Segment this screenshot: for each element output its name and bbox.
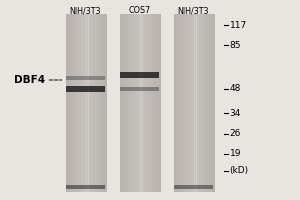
Bar <box>180 14 182 192</box>
Bar <box>194 14 196 192</box>
Text: 85: 85 <box>230 40 241 49</box>
Bar <box>66 14 68 192</box>
Text: (kD): (kD) <box>230 166 249 176</box>
Bar <box>97 14 99 192</box>
Bar <box>103 14 105 192</box>
Bar <box>211 14 213 192</box>
Bar <box>186 14 188 192</box>
Text: NIH/3T3: NIH/3T3 <box>178 6 209 15</box>
Bar <box>149 14 151 192</box>
Bar <box>68 14 70 192</box>
Bar <box>209 14 211 192</box>
Bar <box>95 14 97 192</box>
Bar <box>88 14 91 192</box>
Bar <box>213 14 215 192</box>
Bar <box>196 14 199 192</box>
Bar <box>178 14 180 192</box>
Bar <box>120 87 159 91</box>
Bar <box>128 14 130 192</box>
Bar <box>66 185 105 189</box>
Bar <box>124 14 126 192</box>
Text: DBF4: DBF4 <box>14 75 46 85</box>
Bar <box>174 14 176 192</box>
Bar <box>184 14 186 192</box>
Bar <box>145 14 147 192</box>
Text: 48: 48 <box>230 84 241 93</box>
Bar <box>155 14 157 192</box>
Bar <box>174 185 213 189</box>
Bar <box>153 14 155 192</box>
Bar <box>93 14 94 192</box>
Bar <box>147 14 148 192</box>
Bar <box>159 14 161 192</box>
Bar <box>207 14 209 192</box>
Bar <box>130 14 132 192</box>
Bar <box>134 14 136 192</box>
Bar <box>182 14 184 192</box>
Text: NIH/3T3: NIH/3T3 <box>70 6 101 15</box>
Bar <box>203 14 205 192</box>
Bar <box>86 14 88 192</box>
Text: 34: 34 <box>230 108 241 117</box>
Bar <box>101 14 103 192</box>
Bar <box>74 14 76 192</box>
Bar <box>176 14 178 192</box>
Bar <box>193 14 194 192</box>
Bar <box>120 14 159 192</box>
Text: 19: 19 <box>230 150 241 158</box>
Bar <box>105 14 107 192</box>
Bar <box>151 14 153 192</box>
Bar <box>120 72 159 78</box>
Bar <box>76 14 78 192</box>
Bar <box>70 14 72 192</box>
Bar <box>99 14 101 192</box>
Bar <box>190 14 192 192</box>
Bar <box>199 14 201 192</box>
Bar <box>157 14 159 192</box>
Bar <box>91 14 93 192</box>
Bar <box>205 14 207 192</box>
Text: 26: 26 <box>230 130 241 138</box>
Bar <box>120 14 122 192</box>
Bar <box>78 14 80 192</box>
Text: COS7: COS7 <box>128 6 151 15</box>
Bar <box>82 14 84 192</box>
Bar <box>85 14 86 192</box>
Bar <box>140 14 142 192</box>
Bar <box>66 86 105 92</box>
Bar <box>132 14 134 192</box>
Bar <box>188 14 190 192</box>
Bar <box>66 76 105 80</box>
Bar <box>201 14 203 192</box>
Bar <box>122 14 124 192</box>
Bar <box>136 14 138 192</box>
Bar <box>72 14 74 192</box>
Bar <box>174 14 213 192</box>
Bar <box>126 14 128 192</box>
Bar <box>66 14 105 192</box>
Bar <box>80 14 82 192</box>
Bar <box>142 14 145 192</box>
Bar <box>139 14 140 192</box>
Text: 117: 117 <box>230 21 247 29</box>
